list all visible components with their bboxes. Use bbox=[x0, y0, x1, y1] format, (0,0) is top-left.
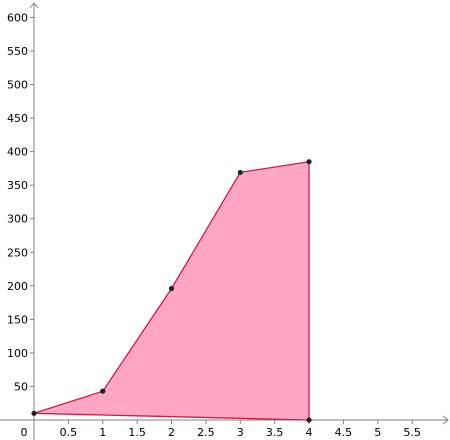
origin-label: 0 bbox=[21, 426, 28, 439]
x-tick-label: 2.5 bbox=[197, 426, 215, 439]
tick-labels: 0.5 1 1.5 2 2.5 3 3.5 4 4.5 5 5.5 50 100 150 200 250 300… bbox=[7, 11, 421, 439]
y-tick-label: 150 bbox=[7, 313, 28, 326]
x-tick-label: 1 bbox=[99, 426, 106, 439]
y-tick-label: 300 bbox=[7, 213, 28, 226]
y-tick-label: 250 bbox=[7, 246, 28, 259]
data-point bbox=[306, 417, 312, 423]
x-tick-label: 3.5 bbox=[266, 426, 284, 439]
x-tick-label: 4 bbox=[306, 426, 313, 439]
y-tick-label: 400 bbox=[7, 146, 28, 159]
x-tick-label: 5 bbox=[374, 426, 381, 439]
data-point bbox=[306, 159, 312, 165]
data-point bbox=[237, 169, 243, 176]
y-tick-label: 500 bbox=[7, 79, 28, 92]
x-tick-label: 3 bbox=[237, 426, 244, 439]
y-axis-arrow bbox=[29, 2, 39, 9]
data-points bbox=[31, 159, 312, 423]
y-tick-label: 350 bbox=[7, 179, 28, 192]
y-tick-label: 200 bbox=[7, 280, 28, 293]
x-axis-arrow bbox=[442, 415, 449, 425]
data-point bbox=[168, 285, 175, 292]
y-tick-label: 100 bbox=[7, 347, 28, 360]
x-tick-label: 0.5 bbox=[60, 426, 78, 439]
x-tick-label: 4.5 bbox=[335, 426, 353, 439]
x-tick-label: 2 bbox=[168, 426, 175, 439]
x-tick-label: 5.5 bbox=[403, 426, 421, 439]
data-point bbox=[100, 388, 106, 394]
y-tick-label: 550 bbox=[7, 45, 28, 58]
y-tick-label: 50 bbox=[14, 380, 28, 393]
x-tick-label: 1.5 bbox=[128, 426, 146, 439]
y-tick-label: 600 bbox=[7, 11, 28, 24]
y-tick-label: 450 bbox=[7, 112, 28, 125]
data-point bbox=[31, 410, 37, 416]
